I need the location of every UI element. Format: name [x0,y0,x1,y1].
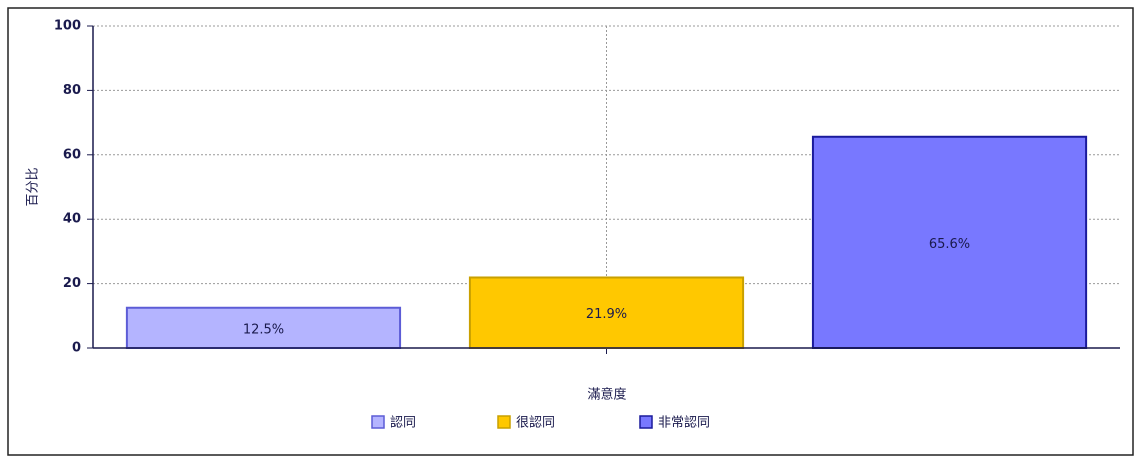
bar [811,135,1088,349]
data-label: 21.9% [586,307,627,322]
y-tick-label: 40 [63,212,81,227]
y-tick-label: 0 [72,341,81,356]
y-tick-label: 80 [63,83,81,98]
legend-swatch [371,415,385,429]
legend-label: 很認同 [516,415,555,431]
y-tick-label: 20 [63,276,81,291]
legend-swatch [639,415,653,429]
y-axis-title: 百分比 [26,167,41,206]
data-label: 12.5% [243,322,284,337]
x-axis-title: 滿意度 [587,387,626,403]
y-tick-label: 100 [54,19,81,34]
legend-swatch [497,415,511,429]
legend-label: 認同 [390,415,416,431]
y-tick-label: 60 [63,147,81,162]
data-label: 65.6% [929,237,970,252]
bar [125,306,402,349]
legend-label: 非常認同 [658,415,710,431]
